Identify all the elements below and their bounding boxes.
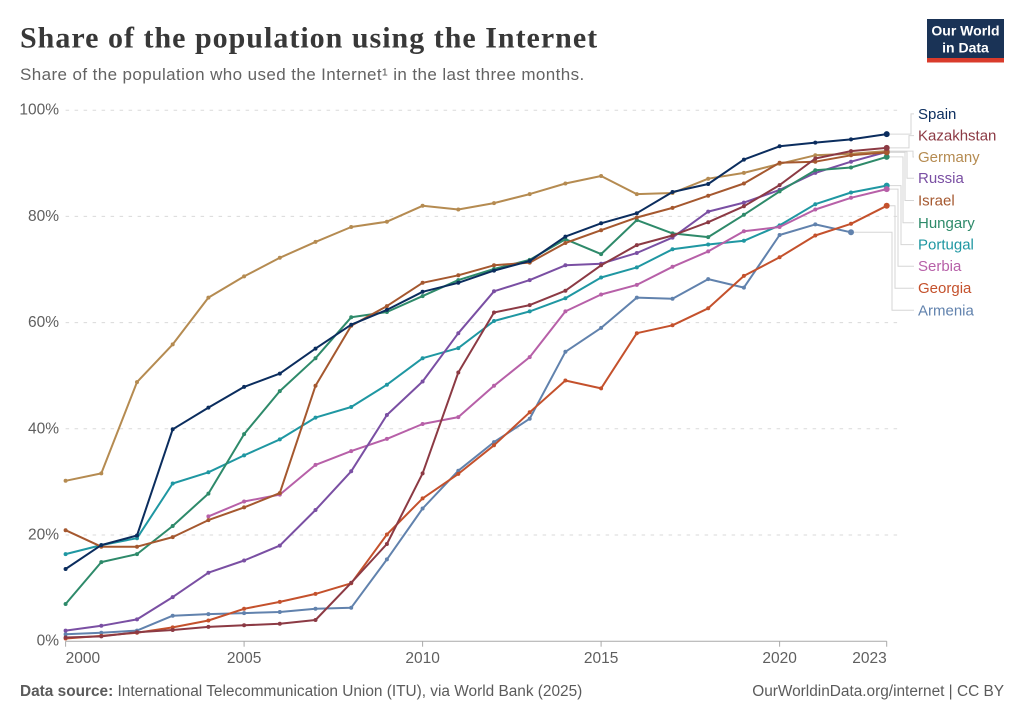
svg-text:Portugal: Portugal: [918, 237, 974, 254]
svg-text:2010: 2010: [405, 650, 440, 667]
svg-text:40%: 40%: [28, 420, 59, 437]
svg-text:Armenia: Armenia: [918, 302, 975, 319]
svg-text:Germany: Germany: [918, 149, 980, 166]
svg-text:2015: 2015: [584, 650, 618, 667]
svg-text:100%: 100%: [19, 102, 59, 119]
svg-text:0%: 0%: [37, 633, 60, 650]
svg-text:80%: 80%: [28, 208, 59, 225]
svg-text:Our World: Our World: [931, 23, 999, 39]
svg-text:20%: 20%: [28, 527, 59, 544]
svg-text:2005: 2005: [227, 650, 261, 667]
svg-text:Israel: Israel: [918, 193, 955, 210]
svg-text:Serbia: Serbia: [918, 258, 962, 275]
svg-text:Kazakhstan: Kazakhstan: [918, 128, 996, 145]
svg-text:Share of the population who us: Share of the population who used the Int…: [20, 65, 585, 84]
svg-text:2000: 2000: [66, 650, 101, 667]
svg-text:Hungary: Hungary: [918, 215, 975, 232]
svg-text:2023: 2023: [852, 650, 886, 667]
svg-text:OurWorldinData.org/internet |: OurWorldinData.org/internet | CC BY: [752, 683, 1004, 700]
svg-text:Data source: International Tel: Data source: International Telecommunica…: [20, 683, 582, 700]
svg-text:in Data: in Data: [942, 40, 989, 56]
svg-text:Russia: Russia: [918, 170, 965, 187]
svg-text:Spain: Spain: [918, 106, 956, 123]
svg-text:2020: 2020: [762, 650, 797, 667]
svg-text:Georgia: Georgia: [918, 280, 972, 297]
svg-text:60%: 60%: [28, 314, 59, 331]
svg-text:Share of the population using: Share of the population using the Intern…: [20, 22, 598, 55]
